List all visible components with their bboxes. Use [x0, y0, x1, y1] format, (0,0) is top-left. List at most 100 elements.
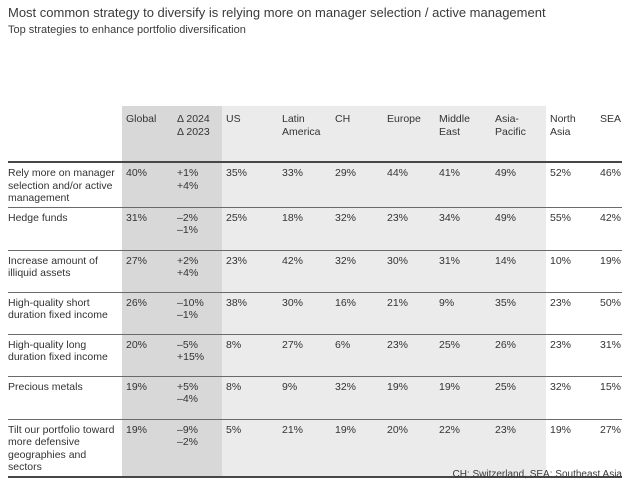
cell-global: 31% — [122, 207, 173, 251]
cell-north-asia: 32% — [546, 376, 599, 420]
cell-asia-pacific: 25% — [491, 376, 546, 420]
exhibit-subtitle: Top strategies to enhance portfolio dive… — [8, 24, 246, 36]
cell-north-asia: 23% — [546, 292, 599, 335]
cell-asia-pacific: 23% — [491, 419, 546, 478]
cell-europe: 20% — [383, 419, 435, 478]
row-label: High-quality short duration fixed income — [8, 292, 122, 335]
cell-sea: 27% — [599, 419, 622, 478]
cell-us: 35% — [222, 162, 278, 208]
table-row: Rely more on manager selection and/or ac… — [8, 162, 622, 208]
row-label: Precious metals — [8, 376, 122, 420]
cell-asia-pacific: 35% — [491, 292, 546, 335]
cell-asia-pacific: 49% — [491, 162, 546, 208]
cell-middle-east: 9% — [435, 292, 491, 335]
header-cell-us: US — [222, 106, 278, 163]
row-label: Rely more on manager selection and/or ac… — [8, 162, 122, 208]
cell-middle-east: 41% — [435, 162, 491, 208]
cell-ch: 29% — [331, 162, 383, 208]
table-row: High-quality short duration fixed income… — [8, 292, 622, 335]
cell-north-asia: 10% — [546, 250, 599, 293]
cell-us: 8% — [222, 376, 278, 420]
cell-delta: –9% –2% — [173, 419, 222, 478]
cell-europe: 21% — [383, 292, 435, 335]
cell-north-asia: 55% — [546, 207, 599, 251]
table-row: Precious metals 19% +5% –4% 8% 9% 32% 19% 19% 25… — [8, 376, 622, 420]
header-cell-asia-pacific: Asia-Pacific — [491, 106, 546, 163]
cell-north-asia: 23% — [546, 334, 599, 377]
cell-asia-pacific: 14% — [491, 250, 546, 293]
table-row: High-quality long duration fixed income 2… — [8, 334, 622, 377]
header-cell-ch: CH — [331, 106, 383, 163]
header-cell-north-asia: North Asia — [546, 106, 599, 163]
exhibit-title: Most common strategy to diversify is rel… — [8, 5, 546, 20]
cell-sea: 19% — [599, 250, 622, 293]
cell-us: 23% — [222, 250, 278, 293]
cell-global: 19% — [122, 376, 173, 420]
cell-latin-america: 30% — [278, 292, 331, 335]
cell-ch: 6% — [331, 334, 383, 377]
header-cell-empty — [8, 106, 122, 163]
cell-us: 38% — [222, 292, 278, 335]
header-cell-global: Global — [122, 106, 173, 163]
cell-delta: –5% +15% — [173, 334, 222, 377]
cell-europe: 23% — [383, 207, 435, 251]
cell-middle-east: 19% — [435, 376, 491, 420]
cell-latin-america: 21% — [278, 419, 331, 478]
cell-delta: +1% +4% — [173, 162, 222, 208]
cell-us: 5% — [222, 419, 278, 478]
cell-middle-east: 25% — [435, 334, 491, 377]
cell-ch: 32% — [331, 376, 383, 420]
cell-delta: –2% –1% — [173, 207, 222, 251]
cell-europe: 23% — [383, 334, 435, 377]
cell-delta: +2% +4% — [173, 250, 222, 293]
cell-delta: +5% –4% — [173, 376, 222, 420]
cell-middle-east: 34% — [435, 207, 491, 251]
cell-latin-america: 42% — [278, 250, 331, 293]
cell-ch: 32% — [331, 207, 383, 251]
cell-europe: 44% — [383, 162, 435, 208]
cell-global: 26% — [122, 292, 173, 335]
cell-global: 40% — [122, 162, 173, 208]
header-cell-delta: Δ 2024 Δ 2023 — [173, 106, 222, 163]
cell-global: 19% — [122, 419, 173, 478]
cell-global: 20% — [122, 334, 173, 377]
table-header-row: Global Δ 2024 Δ 2023 US Latin America CH Euro… — [8, 106, 622, 163]
row-label: High-quality long duration fixed income — [8, 334, 122, 377]
cell-latin-america: 27% — [278, 334, 331, 377]
cell-europe: 30% — [383, 250, 435, 293]
cell-latin-america: 33% — [278, 162, 331, 208]
cell-ch: 16% — [331, 292, 383, 335]
cell-asia-pacific: 26% — [491, 334, 546, 377]
diversification-strategy-table: Global Δ 2024 Δ 2023 US Latin America CH Euro… — [8, 106, 622, 478]
cell-latin-america: 18% — [278, 207, 331, 251]
cell-us: 25% — [222, 207, 278, 251]
header-cell-sea: SEA — [599, 106, 622, 163]
cell-middle-east: 22% — [435, 419, 491, 478]
row-label: Increase amount of illiquid assets — [8, 250, 122, 293]
cell-ch: 19% — [331, 419, 383, 478]
header-cell-middle-east: Middle East — [435, 106, 491, 163]
cell-sea: 46% — [599, 162, 622, 208]
table-body: Rely more on manager selection and/or ac… — [8, 162, 622, 478]
cell-north-asia: 52% — [546, 162, 599, 208]
cell-europe: 19% — [383, 376, 435, 420]
table-footnote: CH: Switzerland, SEA: Southeast Asia — [452, 469, 622, 480]
header-cell-europe: Europe — [383, 106, 435, 163]
cell-middle-east: 31% — [435, 250, 491, 293]
row-label: Hedge funds — [8, 207, 122, 251]
cell-sea: 42% — [599, 207, 622, 251]
cell-north-asia: 19% — [546, 419, 599, 478]
cell-asia-pacific: 49% — [491, 207, 546, 251]
row-label: Tilt our portfolio toward more defensive… — [8, 419, 122, 478]
header-cell-latin-america: Latin America — [278, 106, 331, 163]
table-row: Tilt our portfolio toward more defensive… — [8, 419, 622, 478]
cell-ch: 32% — [331, 250, 383, 293]
cell-delta: –10% –1% — [173, 292, 222, 335]
table-header: Global Δ 2024 Δ 2023 US Latin America CH Euro… — [8, 106, 622, 163]
cell-latin-america: 9% — [278, 376, 331, 420]
cell-sea: 15% — [599, 376, 622, 420]
table-row: Hedge funds 31% –2% –1% 25% 18% 32% 23% 34% 49% 5… — [8, 207, 622, 251]
cell-us: 8% — [222, 334, 278, 377]
cell-global: 27% — [122, 250, 173, 293]
